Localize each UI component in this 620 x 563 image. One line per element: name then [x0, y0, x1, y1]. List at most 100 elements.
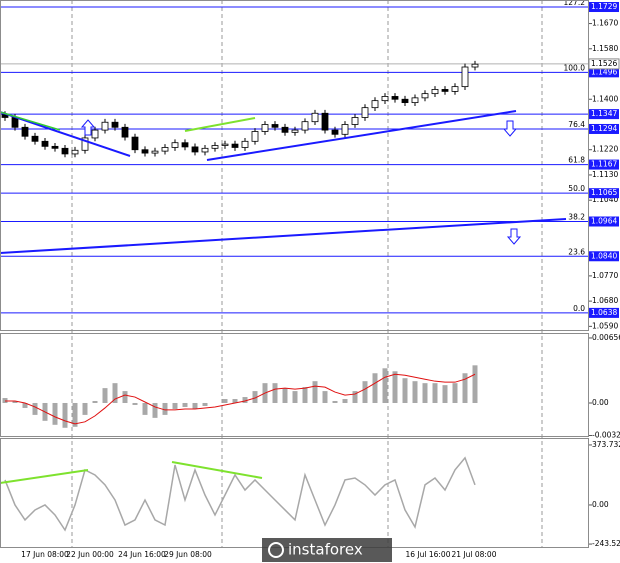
y-tick-label: 0.00 [592, 398, 609, 407]
macd-bar [92, 401, 98, 403]
down-arrow [506, 228, 522, 245]
price-tag [589, 67, 619, 78]
price-tag [589, 188, 619, 199]
price-tag [589, 159, 619, 170]
macd-bar [252, 391, 258, 403]
watermark: instaforex [262, 538, 392, 562]
candle-body [331, 129, 339, 135]
candle-body [271, 124, 279, 128]
macd-bar [222, 399, 228, 403]
candle-body [371, 100, 379, 109]
macd-bar [402, 378, 408, 403]
candle-body [361, 107, 369, 118]
y-tick-label: 1.1040 [592, 195, 618, 204]
macd-bar [132, 402, 138, 405]
signal-line [5, 373, 476, 425]
y-tick-label: 1.0770 [592, 271, 618, 280]
up-arrow [80, 119, 96, 136]
candle-body [91, 129, 99, 139]
current-price-label: 1.1526 [591, 59, 617, 68]
macd-bar [352, 391, 358, 403]
x-tick-label: 24 Jun 16:00 [118, 550, 166, 559]
macd-bar [442, 385, 448, 403]
y-tick-label: -243.5278 [592, 539, 620, 548]
macd-bar [292, 391, 298, 403]
macd-bar [342, 399, 348, 403]
macd-panel-frame [0, 333, 589, 437]
candle-body [301, 121, 309, 131]
candle-body [411, 97, 419, 104]
macd-bar [52, 402, 58, 425]
macd-bar [232, 399, 238, 403]
candle-body [171, 142, 179, 148]
price-tag [589, 251, 619, 262]
macd-bar [72, 402, 78, 427]
candle-body [151, 150, 159, 154]
x-tick-label: 21 Jul 08:00 [452, 550, 497, 559]
macd-bar [62, 402, 68, 428]
fib-label: 76.4 [568, 120, 585, 129]
price-panel-frame [0, 0, 589, 331]
macd-bar [152, 402, 158, 418]
candle-body [461, 66, 469, 88]
candle-body [431, 89, 439, 95]
candle-body [131, 136, 139, 151]
candle-body [41, 140, 49, 147]
y-tick-label: 373.7321 [592, 440, 620, 449]
macd-bar [122, 391, 128, 403]
candle-body [341, 124, 349, 135]
candle-body [251, 131, 259, 142]
macd-bar [102, 388, 108, 403]
candle-body [191, 146, 199, 153]
macd-bar [202, 402, 208, 406]
macd-bar [332, 401, 338, 403]
macd-bar [82, 402, 88, 415]
candle-body [31, 135, 39, 142]
fib-label: 100.0 [564, 63, 586, 72]
candle-body [321, 112, 329, 131]
cci-line [4, 456, 476, 532]
divergence-line [0, 111, 61, 131]
x-tick-label: 17 Jun 08:00 [21, 550, 69, 559]
candle-body [111, 121, 119, 128]
macd-bar [182, 402, 188, 407]
macd-bar [382, 368, 388, 403]
macd-bar [362, 381, 368, 403]
price-tag [589, 123, 619, 134]
y-tick-label: 1.1400 [592, 94, 618, 103]
macd-bar [432, 383, 438, 403]
candle-body [261, 124, 269, 132]
candle-body [201, 147, 209, 153]
price-tag-label: 1.1294 [591, 124, 617, 133]
macd-bar [462, 373, 468, 403]
macd-bar [22, 402, 28, 408]
macd-bar [142, 402, 148, 415]
candle-body [281, 126, 289, 133]
candle-body [471, 63, 479, 68]
macd-bar [392, 371, 398, 403]
y-tick-label: 1.0590 [592, 321, 618, 330]
macd-bar [312, 381, 318, 403]
fib-label: 23.6 [568, 247, 585, 256]
price-tag-label: 1.1347 [591, 109, 617, 118]
fib-label: 127.2 [564, 0, 586, 7]
candle-body [71, 149, 79, 155]
candle-body [51, 145, 59, 149]
macd-bar [112, 383, 118, 403]
macd-bar [162, 402, 168, 415]
y-tick-label: 0.00 [592, 500, 609, 509]
price-tag-label: 1.1729 [591, 2, 617, 11]
candle-body [81, 137, 89, 151]
macd-bar [472, 365, 478, 403]
macd-bar [272, 383, 278, 403]
fib-label: 61.8 [568, 156, 585, 165]
candle-body [161, 147, 169, 152]
watermark-icon [268, 542, 284, 558]
candle-body [381, 96, 389, 102]
y-tick-label: -0.00328 [592, 431, 620, 440]
price-tag-label: 1.1167 [591, 160, 617, 169]
fib-label: 38.2 [568, 212, 585, 221]
price-tag [589, 2, 619, 13]
